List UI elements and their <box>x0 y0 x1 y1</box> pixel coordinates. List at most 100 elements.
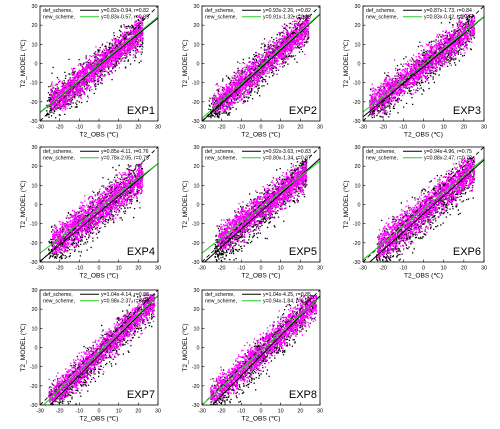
x-tick-label: -30 <box>198 125 206 131</box>
legend: def_scheme, y=0.92x-3.63, r=0.83 new_schem… <box>205 149 311 162</box>
y-tick-label: -20 <box>30 100 38 106</box>
new-scheme-fit-line <box>202 296 320 405</box>
x-tick-label: -10 <box>237 266 245 272</box>
y-tick-label: 0 <box>197 203 200 209</box>
legend-equation: y=0.88x-2.47, r=0.78 <box>424 156 472 162</box>
y-tick-label: 0 <box>197 346 200 352</box>
x-tick-label: -20 <box>56 125 64 131</box>
y-tick-label: 10 <box>194 183 200 189</box>
legend-series-name: new_scheme, <box>43 299 75 305</box>
x-tick-label: -20 <box>218 409 226 415</box>
x-axis-label: T2_OBS (℃) <box>242 416 281 423</box>
legend: def_scheme, y=1.04x-4.25, r=0.85 new_schem… <box>205 292 311 305</box>
legend-series-name: new_scheme, <box>205 15 237 21</box>
x-tick-label: 10 <box>441 266 447 272</box>
x-tick-label: 30 <box>481 266 487 272</box>
y-tick-label: 10 <box>32 42 38 48</box>
legend-equation: y=0.94x-1.84, r=0.86 <box>263 299 311 305</box>
legend-equation: y=0.80x-1.34, r=0.87 <box>263 156 311 162</box>
def-scheme-fit-line <box>369 159 484 262</box>
x-tick-label: 10 <box>116 125 122 131</box>
x-tick-label: -20 <box>56 409 64 415</box>
y-tick-label: -10 <box>30 365 38 371</box>
panel-exp6: -30 -20 -10 0 10 20 30 -30 -20 -10 0 10 20 30 T2_OBS (… <box>343 145 487 280</box>
y-tick-label: -30 <box>30 260 38 266</box>
x-axis-label: T2_OBS (℃) <box>80 132 119 139</box>
panel-label: EXP7 <box>127 389 155 401</box>
def-scheme-fit-line <box>49 295 158 405</box>
y-axis-label: T2_MODEL (℃) <box>20 39 27 87</box>
legend-series-name: def_scheme, <box>43 292 73 298</box>
y-tick-label: -30 <box>30 403 38 409</box>
panel-label: EXP3 <box>453 105 481 117</box>
one-to-one-line <box>40 6 158 121</box>
legend-series-name: def_scheme, <box>205 8 235 14</box>
y-axis-label: T2_MODEL (℃) <box>182 323 189 371</box>
x-tick-label: 0 <box>260 266 263 272</box>
y-tick-label: -20 <box>192 241 200 247</box>
legend: def_scheme, y=1.04x-4.14, r=0.88 new_schem… <box>43 292 149 305</box>
one-to-one-line <box>202 147 320 262</box>
y-tick-label: -10 <box>192 365 200 371</box>
legend-series-name: def_scheme, <box>43 8 73 14</box>
panel-exp1: -30 -20 -10 0 10 20 30 -30 -20 -10 0 10 20 30 T2_OBS (… <box>20 4 161 139</box>
legend-series-name: def_scheme, <box>43 149 73 155</box>
y-tick-label: -20 <box>192 100 200 106</box>
scatter-points <box>45 15 144 119</box>
y-tick-label: 30 <box>194 4 200 10</box>
panel-label: EXP2 <box>289 105 317 117</box>
legend: def_scheme, y=0.85x-4.11, r=0.76 new_schem… <box>43 149 149 162</box>
x-tick-label: -30 <box>359 125 367 131</box>
new-scheme-point-cloud <box>211 13 310 113</box>
y-tick-label: 10 <box>355 42 361 48</box>
y-tick-label: 20 <box>355 23 361 29</box>
x-tick-label: 0 <box>260 125 263 131</box>
x-tick-label: -20 <box>56 266 64 272</box>
x-tick-label: 10 <box>116 409 122 415</box>
x-tick-label: 10 <box>278 409 284 415</box>
x-tick-label: -10 <box>75 409 83 415</box>
def-scheme-fit-line <box>40 163 158 262</box>
y-tick-label: 20 <box>32 307 38 313</box>
y-tick-label: 30 <box>355 4 361 10</box>
x-tick-label: -10 <box>75 125 83 131</box>
new-scheme-points <box>211 13 310 113</box>
one-to-one-line <box>40 290 158 405</box>
y-tick-label: -30 <box>30 119 38 125</box>
y-tick-label: 0 <box>358 203 361 209</box>
legend-series-name: new_scheme, <box>205 299 237 305</box>
one-to-one-line <box>40 147 158 262</box>
x-tick-label: 20 <box>461 125 467 131</box>
x-tick-label: 0 <box>260 409 263 415</box>
y-tick-label: 10 <box>32 183 38 189</box>
x-tick-label: -10 <box>399 125 407 131</box>
y-axis-label: T2_MODEL (℃) <box>343 180 350 228</box>
x-tick-label: -30 <box>36 409 44 415</box>
y-axis-label: T2_MODEL (℃) <box>343 39 350 87</box>
y-tick-label: 20 <box>194 23 200 29</box>
legend-equation: y=0.78x-2.05, r=0.78 <box>101 156 149 162</box>
x-tick-label: -20 <box>218 125 226 131</box>
y-tick-label: 20 <box>194 307 200 313</box>
x-tick-label: 10 <box>116 266 122 272</box>
legend-series-name: new_scheme, <box>366 15 398 21</box>
legend-equation: y=0.83x-0.57, r=0.89 <box>101 15 149 21</box>
y-tick-label: -10 <box>353 222 361 228</box>
legend-series-name: new_scheme, <box>43 156 75 162</box>
y-axis-label: T2_MODEL (℃) <box>20 180 27 228</box>
legend-series-name: def_scheme, <box>366 149 396 155</box>
x-axis-label: T2_OBS (℃) <box>242 273 281 280</box>
x-axis-label: T2_OBS (℃) <box>80 273 119 280</box>
y-tick-label: -30 <box>353 119 361 125</box>
legend-equation: y=0.91x-1.32, r=0.88 <box>263 15 311 21</box>
panel-label: EXP5 <box>289 246 317 258</box>
legend: def_scheme, y=0.94x-4.96, r=0.75 new_schem… <box>366 149 472 162</box>
y-tick-label: 30 <box>194 288 200 294</box>
y-tick-label: -20 <box>353 241 361 247</box>
def-scheme-fit-line <box>363 16 484 118</box>
legend-series-name: def_scheme, <box>366 8 396 14</box>
x-tick-label: -30 <box>36 266 44 272</box>
y-axis-label: T2_MODEL (℃) <box>182 39 189 87</box>
y-tick-label: 0 <box>35 203 38 209</box>
